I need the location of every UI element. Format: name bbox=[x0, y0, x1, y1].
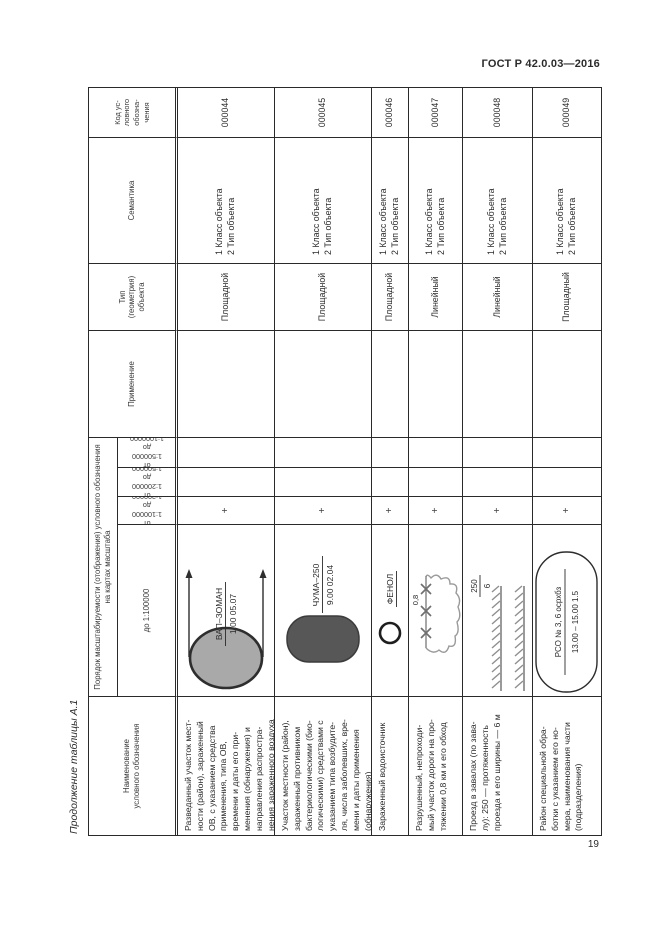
empty-cell bbox=[372, 437, 409, 467]
header-scale-2-label: от 1:100000 до 1:200000 bbox=[131, 496, 162, 524]
row-name: Участок местности (район), зараженный пр… bbox=[275, 696, 372, 835]
page-number: 19 bbox=[587, 839, 599, 850]
row-name: Район специальной обра- ботки с указание… bbox=[533, 696, 601, 835]
header-semantics: Семантика bbox=[89, 137, 178, 263]
header-scale-3: от 1:200000 до 1:500000 bbox=[118, 467, 178, 496]
symbol-agent-label: ЧУМА–250 bbox=[311, 563, 321, 606]
empty-cell bbox=[533, 467, 601, 496]
semantics-cell: 1 Класс объекта 2 Тип объекта bbox=[275, 137, 372, 263]
scale-mark: + bbox=[409, 496, 463, 524]
scale-mark: + bbox=[533, 496, 601, 524]
geometry-type: Линейный bbox=[463, 263, 533, 330]
header-scale-group: Порядок масштабируемости (отображения) у… bbox=[89, 437, 118, 696]
header-type: Тип (геометрия) объекта bbox=[89, 263, 178, 330]
header-scale-group-line1: Порядок масштабируемости (отображения) у… bbox=[93, 444, 103, 690]
row-name: Разведанный участок мест- ности (район),… bbox=[178, 696, 275, 835]
empty-cell bbox=[463, 467, 533, 496]
rotated-table-block: Продолжение таблицы А.1 Наименование усл… bbox=[62, 87, 602, 836]
empty-cell bbox=[409, 467, 463, 496]
symbol-agent-label: ФЕНОЛ bbox=[385, 574, 395, 604]
code-cell: 000047 bbox=[409, 88, 463, 137]
header-scale-4-label: от 1:500000 до 1:1000000 bbox=[129, 437, 164, 467]
symbol-width-label: 6 bbox=[483, 583, 492, 588]
geometry-type: Площадной bbox=[178, 263, 275, 330]
symbol-agent-label: ВАП–ЗОМАН bbox=[214, 588, 224, 640]
document-number: ГОСТ Р 42.0.03—2016 bbox=[481, 58, 600, 70]
header-note: Применение bbox=[89, 330, 178, 437]
note-cell bbox=[533, 330, 601, 437]
empty-cell bbox=[178, 437, 275, 467]
semantics-cell: 1 Класс объекта 2 Тип объекта bbox=[463, 137, 533, 263]
scale-mark: + bbox=[178, 496, 275, 524]
header-scale-group-line2: на картах масштаба bbox=[103, 530, 112, 604]
symbol-length-label: 250 bbox=[470, 579, 479, 593]
treatment-area-icon: РСО № 3, 6 осрхбз 13.00 – 15.00 1.5 bbox=[535, 551, 598, 693]
note-cell bbox=[409, 330, 463, 437]
rubble-passage-icon: 250 6 bbox=[470, 575, 525, 691]
symbol-passage-through-rubble: 250 6 bbox=[463, 524, 533, 696]
geometry-type: Площадной bbox=[275, 263, 372, 330]
symbol-time-label: 1.00 05.07 bbox=[228, 594, 238, 634]
code-cell: 000045 bbox=[275, 88, 372, 137]
header-scale-1: до 1:100000 bbox=[118, 524, 178, 696]
geometry-type: Линейный bbox=[409, 263, 463, 330]
empty-cell bbox=[533, 437, 601, 467]
destroyed-road-icon: 0,8 bbox=[411, 574, 461, 653]
table-caption: Продолжение таблицы А.1 bbox=[68, 699, 80, 834]
water-source-icon: ФЕНОЛ bbox=[378, 571, 402, 645]
table-a1: Наименование условного обозначения Поряд… bbox=[88, 87, 602, 836]
empty-cell bbox=[372, 467, 409, 496]
symbol-length-label: 0,8 bbox=[411, 595, 420, 605]
code-cell: 000049 bbox=[561, 97, 572, 128]
empty-cell bbox=[463, 437, 533, 467]
empty-cell bbox=[409, 437, 463, 467]
chemical-area-icon: ВАП–ЗОМАН 1.00 05.07 bbox=[185, 569, 267, 690]
symbol-time-label: 13.00 – 15.00 1.5 bbox=[571, 590, 580, 653]
geometry-type: Площадной bbox=[372, 263, 409, 330]
code-cell: 000046 bbox=[372, 88, 409, 137]
symbol-special-treatment-area: РСО № 3, 6 осрхбз 13.00 – 15.00 1.5 bbox=[533, 524, 601, 696]
row-name: Разрушенный, непроходи- мый участок доро… bbox=[409, 696, 463, 835]
code-cell: 000048 bbox=[463, 88, 533, 137]
note-cell bbox=[178, 330, 275, 437]
semantics-cell: 1 Класс объекта 2 Тип объекта bbox=[178, 137, 275, 263]
semantics-cell: 1 Класс объекта 2 Тип объекта bbox=[409, 137, 463, 263]
geometry-type: Площадный bbox=[533, 263, 601, 330]
biological-area-icon: ЧУМА–250 9.00 02.04 bbox=[286, 556, 360, 663]
symbol-time-label: 9.00 02.04 bbox=[325, 565, 335, 605]
header-code: Код ус- ловного обозна- чения bbox=[89, 88, 178, 137]
header-scale-3-label: от 1:200000 до 1:500000 bbox=[131, 467, 162, 496]
header-scale-4: от 1:500000 до 1:1000000 bbox=[118, 437, 178, 467]
symbol-unit-label: РСО № 3, 6 осрхбз bbox=[554, 586, 563, 657]
note-cell bbox=[463, 330, 533, 437]
empty-cell bbox=[178, 467, 275, 496]
empty-cell bbox=[275, 467, 372, 496]
semantics-cell: 1 Класс объекта 2 Тип объекта bbox=[372, 137, 409, 263]
code-cell: 000044 bbox=[178, 88, 275, 137]
scale-mark: + bbox=[463, 496, 533, 524]
row-name: Проезд в завалах (по зава- лу): 250 — пр… bbox=[463, 696, 533, 835]
note-cell bbox=[372, 330, 409, 437]
header-scale-2: от 1:100000 до 1:200000 bbox=[118, 496, 178, 524]
symbol-chemical-contamination-area: ВАП–ЗОМАН 1.00 05.07 bbox=[178, 524, 275, 696]
symbol-destroyed-road-bypass: 0,8 bbox=[409, 524, 463, 696]
symbol-contaminated-water-source: ФЕНОЛ bbox=[372, 524, 409, 696]
scale-mark: + bbox=[275, 496, 372, 524]
symbol-biological-contamination-area: ЧУМА–250 9.00 02.04 bbox=[275, 524, 372, 696]
row-name: Зараженный водоисточник bbox=[372, 696, 409, 835]
semantics-cell: 1 Класс объекта 2 Тип объекта bbox=[533, 137, 601, 263]
empty-cell bbox=[275, 437, 372, 467]
scale-mark: + bbox=[372, 496, 409, 524]
header-name: Наименование условного обозначения bbox=[89, 696, 178, 835]
note-cell bbox=[275, 330, 372, 437]
